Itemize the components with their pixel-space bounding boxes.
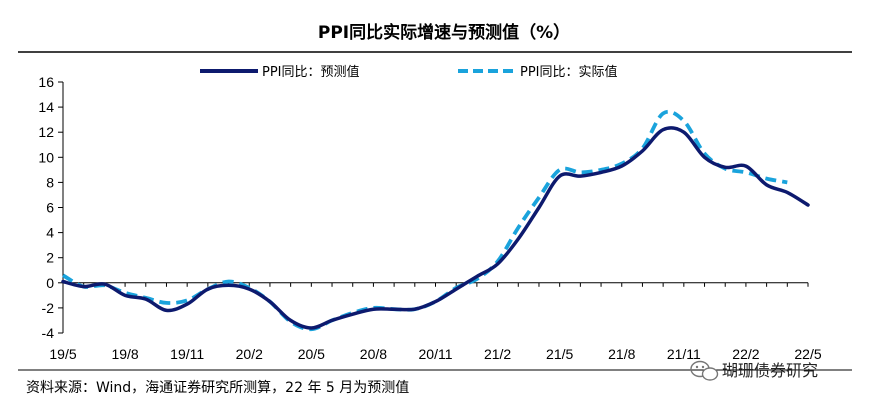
wechat-icon (690, 360, 719, 381)
y-tick-label: 0 (46, 275, 54, 291)
y-tick-label: 8 (46, 174, 54, 190)
y-tick-label: 14 (38, 99, 54, 115)
x-tick-label: 20/2 (236, 346, 263, 362)
legend: PPI同比：预测值 PPI同比：实际值 (200, 64, 618, 80)
y-tick-label: -4 (42, 325, 55, 341)
x-tick-label: 22/2 (732, 346, 759, 362)
x-tick-label: 20/8 (360, 346, 387, 362)
y-tick-label: 16 (38, 74, 54, 90)
x-tick-label: 21/2 (484, 346, 511, 362)
x-tick-label: 20/5 (298, 346, 325, 362)
x-tick-label: 19/5 (49, 346, 76, 362)
legend-label-forecast: PPI同比：预测值 (262, 64, 360, 80)
y-tick-label: -2 (42, 300, 55, 316)
legend-label-actual: PPI同比：实际值 (520, 64, 618, 80)
axes: -4 -2 0 2 4 6 8 10 12 14 16 19/5 19/8 19/11 20/2 20/5 20… (38, 74, 821, 362)
series-group (61, 109, 810, 332)
series-line-actual (62, 109, 788, 332)
chart-title: PPI同比实际增速与预测值（%） (318, 22, 570, 43)
y-tick-label: 2 (46, 250, 54, 266)
x-tick-label: 20/11 (419, 346, 453, 362)
y-tick-label: 10 (38, 149, 54, 165)
x-tick-label: 19/8 (111, 346, 138, 362)
x-tick-label: 21/8 (608, 346, 635, 362)
watermark-text: 瑚珊债券研究 (722, 361, 818, 380)
source-note: 资料来源：Wind，海通证券研究所测算，22 年 5 月为预测值 (26, 380, 409, 396)
watermark: 瑚珊债券研究 (690, 360, 818, 381)
x-tick-label: 21/11 (667, 346, 701, 362)
y-tick-label: 6 (46, 200, 54, 216)
x-tick-label: 19/11 (170, 346, 204, 362)
y-tick-label: 12 (38, 124, 54, 140)
series-line-forecast (61, 126, 810, 330)
x-tick-label: 21/5 (546, 346, 573, 362)
x-tick-label: 22/5 (794, 346, 821, 362)
y-tick-label: 4 (46, 225, 54, 241)
